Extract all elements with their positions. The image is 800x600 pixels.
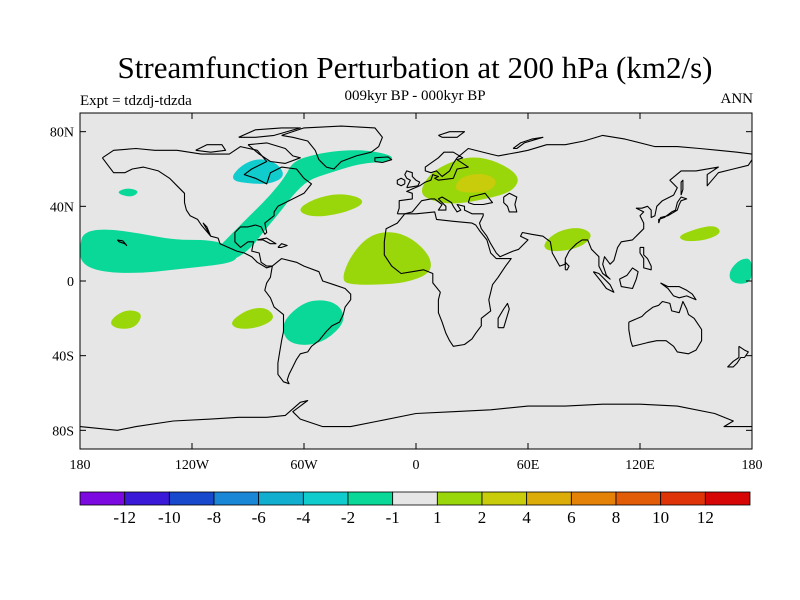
coastline-south-america [264, 258, 352, 385]
plot-subtitle: 009kyr BP - 000kyr BP [344, 88, 486, 104]
coastline-britain [404, 170, 421, 189]
contour-region-europe-high-core [455, 173, 496, 193]
coastline-baffin [247, 142, 301, 164]
lat-tick-label: 40S [52, 350, 74, 365]
colorbar-label: -2 [341, 508, 355, 527]
colorbar-swatch [168, 491, 215, 506]
colorbar-label: 4 [522, 508, 531, 527]
lat-tick-label: 0 [67, 275, 74, 290]
coastline-madagascar [497, 302, 510, 329]
colorbar-label: -10 [158, 508, 181, 527]
coastline-antarctica [80, 399, 752, 431]
experiment-label: Expt = tdzdj-tdzda [80, 93, 192, 109]
colorbar-label: 6 [567, 508, 576, 527]
lat-tick-label: 80S [52, 424, 74, 439]
colorbar-label: -1 [386, 508, 400, 527]
coastline-layer [80, 125, 752, 431]
contour-region-hudson-bay-core [233, 159, 283, 184]
coastline-black-sea [467, 192, 494, 206]
colorbar-label: 12 [697, 508, 714, 527]
colorbar-swatch [526, 491, 572, 506]
lat-tick-label: 80N [50, 126, 74, 141]
lon-tick-label: 60E [517, 458, 540, 473]
map-background [80, 113, 752, 449]
contour-region-north-atlantic-canada-low [212, 150, 392, 262]
lat-tick-label: 40N [50, 200, 74, 215]
colorbar: -12 -10 -8 -6 -4 -2 -1 1 2 4 6 8 10 12 [79, 491, 751, 527]
coastline-ireland [396, 177, 406, 187]
lon-tick-label: 180 [70, 458, 91, 473]
contour-region-north-pacific-patch [118, 188, 138, 197]
season-label: ANN [720, 91, 754, 107]
colorbar-swatch [213, 491, 260, 506]
lon-tick-label: 60W [290, 458, 318, 473]
coastline-sakhalin [680, 179, 684, 196]
coastline-japan [658, 196, 688, 224]
coastline-greenland [281, 125, 383, 170]
lon-tick-label: 120E [625, 458, 655, 473]
colorbar-label: -8 [207, 508, 221, 527]
colorbar-swatch [615, 491, 662, 506]
colorbar-label: -12 [113, 508, 136, 527]
colorbar-swatch [302, 491, 349, 506]
colorbar-swatch [347, 491, 394, 506]
colorbar-swatch [704, 491, 751, 506]
coastline-svalbard [438, 131, 466, 138]
contour-region-india-high [544, 228, 591, 252]
colorbar-label: -6 [252, 508, 266, 527]
coastline-hispaniola [277, 243, 288, 248]
colorbar-swatch [79, 491, 126, 506]
coastline-australia [628, 300, 703, 355]
coastline-novaya-zemlya [512, 136, 544, 150]
plot-title: Streamfunction Perturbation at 200 hPa (… [117, 50, 713, 85]
coastline-north-america [101, 146, 313, 269]
coastline-iceland [374, 156, 393, 164]
colorbar-swatch [481, 491, 528, 506]
colorbar-swatch [258, 491, 304, 506]
contour-region-west-pacific-high [680, 226, 720, 242]
coastline-sri-lanka [564, 261, 570, 271]
coastline-eurasia [396, 134, 752, 280]
colorbar-label: 8 [612, 508, 621, 527]
colorbar-label: 10 [652, 508, 669, 527]
coastline-victoria-island [195, 144, 227, 153]
colorbar-swatch [124, 491, 170, 506]
colorbar-label: 1 [433, 508, 442, 527]
coastline-new-guinea [660, 282, 697, 301]
coastline-sumatra [592, 271, 615, 293]
coastline-ellesmere [238, 127, 301, 138]
coastline-cuba [257, 237, 277, 245]
lon-tick-label: 120W [175, 458, 210, 473]
colorbar-label: 2 [478, 508, 487, 527]
contour-region-north-atlantic-high [300, 194, 363, 217]
contour-region-south-america-low [283, 300, 344, 345]
lon-tick-label: 0 [413, 458, 420, 473]
coastline-hawaii [116, 239, 128, 247]
coastline-africa [383, 211, 512, 347]
colorbar-swatch [392, 491, 438, 506]
coastline-caspian [503, 192, 518, 213]
lon-tick-label: 180 [742, 458, 763, 473]
colorbar-swatch [436, 491, 483, 506]
contour-region-south-pacific-high [232, 307, 273, 329]
coastline-borneo [618, 267, 639, 290]
contour-region-west-pacific-low [729, 258, 752, 284]
colorbar-label: -4 [296, 508, 311, 527]
coastline-new-zealand [727, 345, 749, 368]
colorbar-swatch [660, 491, 706, 506]
colorbar-swatch [570, 491, 617, 506]
coastline-philippines [639, 246, 652, 271]
map-axes: 80N 40N 0 40S 80S 180 120W 60W 0 60E 120E 180 [50, 113, 763, 473]
contour-region-southwest-pacific-high [111, 310, 141, 329]
